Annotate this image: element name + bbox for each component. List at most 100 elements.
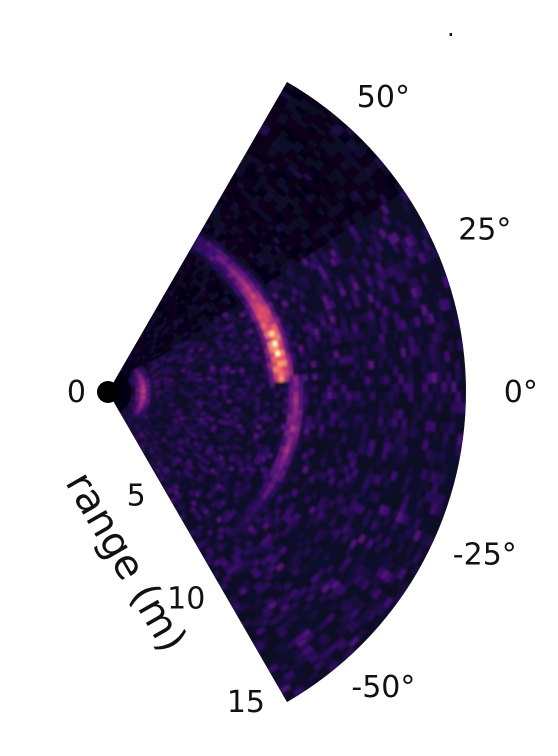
heatmap-cell bbox=[245, 383, 252, 389]
heatmap-cell bbox=[327, 384, 333, 393]
heatmap-cell bbox=[384, 374, 390, 385]
heatmap-cell bbox=[379, 399, 386, 409]
heatmap-cell bbox=[379, 375, 386, 385]
heatmap-cell bbox=[341, 391, 348, 400]
heatmap-cell bbox=[260, 386, 266, 393]
heatmap-cell bbox=[412, 400, 419, 411]
heatmap-cell bbox=[255, 391, 261, 397]
heatmap-cell bbox=[207, 391, 214, 396]
heatmap-cell bbox=[327, 391, 333, 400]
heatmap-cell bbox=[188, 391, 195, 395]
heatmap-cell bbox=[274, 396, 281, 403]
heatmap-cell bbox=[379, 383, 386, 393]
heatmap-cell bbox=[293, 402, 299, 410]
heatmap-cell bbox=[393, 400, 400, 410]
heatmap-cell bbox=[346, 384, 352, 393]
heatmap-cell bbox=[331, 405, 338, 413]
heatmap-cell bbox=[193, 394, 200, 398]
heatmap-cell bbox=[364, 407, 371, 416]
heatmap-cell bbox=[307, 379, 314, 387]
heatmap-cell bbox=[264, 401, 271, 407]
heatmap-cell bbox=[217, 394, 223, 400]
heatmap-cell bbox=[331, 384, 338, 393]
heatmap-cell bbox=[259, 405, 266, 412]
heatmap-cell bbox=[364, 399, 371, 409]
heatmap-cell bbox=[227, 391, 233, 397]
heatmap-cell bbox=[312, 403, 319, 412]
heatmap-cell bbox=[397, 365, 404, 375]
heatmap-cell bbox=[427, 391, 433, 403]
heatmap-cell bbox=[306, 409, 313, 417]
heatmap-cell bbox=[441, 371, 448, 383]
heatmap-cell bbox=[240, 399, 247, 405]
heatmap-cell bbox=[388, 374, 395, 384]
heatmap-cell bbox=[336, 391, 343, 400]
heatmap-cell bbox=[350, 376, 357, 386]
heatmap-cell bbox=[303, 391, 309, 399]
heatmap-cell bbox=[431, 401, 438, 413]
heatmap-cell bbox=[245, 378, 252, 385]
heatmap-cell bbox=[202, 394, 209, 399]
heatmap-cell bbox=[217, 388, 223, 393]
heatmap-cell bbox=[335, 405, 342, 414]
heatmap-cell bbox=[284, 386, 290, 393]
heatmap-cell bbox=[217, 391, 223, 396]
heatmap-cell bbox=[441, 381, 448, 393]
heatmap-cell bbox=[432, 391, 438, 403]
heatmap-cell bbox=[288, 397, 295, 404]
heatmap-cell bbox=[345, 369, 352, 379]
heatmap-cell bbox=[384, 383, 390, 393]
heatmap-cell bbox=[278, 401, 285, 409]
heatmap-cell bbox=[436, 391, 443, 403]
heatmap-cell bbox=[350, 384, 357, 393]
heatmap-cell bbox=[441, 391, 448, 403]
heatmap-cell bbox=[288, 402, 295, 410]
heatmap-cell bbox=[264, 377, 271, 383]
heatmap-cell bbox=[403, 382, 410, 393]
heatmap-cell bbox=[316, 404, 323, 412]
heatmap-cell bbox=[303, 379, 309, 387]
heatmap-cell bbox=[364, 368, 371, 377]
heatmap-cell bbox=[260, 391, 266, 398]
heatmap-cell bbox=[279, 386, 285, 393]
heatmap-cell bbox=[408, 391, 414, 402]
heatmap-cell bbox=[355, 399, 362, 408]
heatmap-cell bbox=[283, 380, 290, 388]
heatmap-cell bbox=[222, 391, 228, 396]
heatmap-cell bbox=[403, 391, 410, 402]
heatmap-cell bbox=[250, 400, 257, 406]
heatmap-cell bbox=[226, 398, 233, 404]
heatmap-cell bbox=[241, 391, 247, 397]
heatmap-cell bbox=[408, 382, 414, 393]
heatmap-cell bbox=[302, 373, 309, 381]
heatmap-cell bbox=[317, 378, 324, 387]
heatmap-cell bbox=[422, 401, 429, 412]
heatmap-cell bbox=[227, 387, 233, 393]
heatmap-cell bbox=[398, 400, 405, 411]
heatmap-cell bbox=[336, 384, 343, 393]
heatmap-cell bbox=[335, 370, 342, 379]
heatmap-cell bbox=[268, 371, 275, 378]
heatmap-cell bbox=[269, 396, 276, 403]
heatmap-cell bbox=[241, 387, 247, 393]
heatmap-cell bbox=[298, 385, 305, 393]
heatmap-cell bbox=[307, 373, 314, 381]
heatmap-cell bbox=[231, 383, 238, 389]
heatmap-cell bbox=[292, 368, 299, 376]
heatmap-cell bbox=[216, 398, 223, 403]
heatmap-cell bbox=[212, 388, 219, 393]
heatmap-cell bbox=[240, 403, 247, 409]
heatmap-cell bbox=[374, 391, 381, 401]
heatmap-cell bbox=[183, 391, 190, 395]
heatmap-cell bbox=[345, 398, 352, 407]
heatmap-cell bbox=[226, 395, 233, 400]
heatmap-cell bbox=[354, 368, 361, 378]
heatmap-cell bbox=[331, 391, 338, 400]
heatmap-cell bbox=[341, 377, 347, 386]
heatmap-cell bbox=[250, 391, 257, 397]
heatmap-cell bbox=[245, 404, 251, 410]
heatmap-cell bbox=[293, 391, 300, 399]
heatmap-cell bbox=[308, 385, 314, 393]
heatmap-cell bbox=[259, 377, 266, 384]
heatmap-cell bbox=[269, 401, 276, 408]
